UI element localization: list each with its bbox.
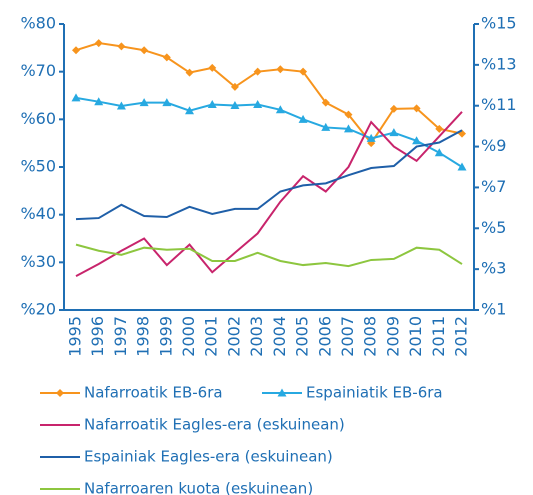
y-tick-label: %60 — [20, 109, 56, 128]
series-line — [75, 111, 463, 277]
marker — [321, 98, 330, 107]
x-tick-label: 1999 — [156, 316, 175, 357]
marker — [230, 82, 239, 91]
legend-label: Nafarroatik EB-6ra — [84, 384, 223, 402]
x-tick-label: 1998 — [134, 316, 153, 357]
marker — [139, 98, 149, 107]
marker — [366, 133, 376, 142]
x-tick-label: 1996 — [88, 316, 107, 357]
marker — [412, 104, 421, 113]
marker — [230, 101, 240, 110]
marker — [185, 68, 194, 77]
marker — [253, 67, 262, 76]
marker — [94, 97, 104, 106]
y-tick-label: %20 — [20, 300, 56, 319]
marker — [275, 105, 285, 114]
x-tick-label: 2005 — [293, 316, 312, 357]
x-tick-label: 2012 — [452, 316, 471, 357]
marker — [277, 388, 287, 397]
y2-tick-label: %1 — [481, 300, 506, 319]
x-tick-label: 2007 — [338, 316, 357, 357]
x-tick-label: 2006 — [315, 316, 334, 357]
marker — [71, 93, 81, 102]
marker — [207, 100, 217, 109]
marker — [276, 65, 285, 74]
x-tick-label: 2002 — [224, 316, 243, 357]
y-tick-label: %40 — [20, 204, 56, 223]
y-tick-label: %50 — [20, 157, 56, 176]
marker — [116, 101, 126, 110]
series-line — [75, 129, 463, 221]
y-tick-label: %80 — [20, 14, 56, 33]
marker — [162, 98, 172, 107]
marker — [389, 128, 399, 137]
y2-tick-label: %13 — [481, 54, 517, 73]
legend-label: Nafarroaren kuota (eskuinean) — [84, 480, 313, 495]
legend-label: Nafarroatik Eagles-era (eskuinean) — [84, 416, 345, 434]
y2-tick-label: %15 — [481, 14, 517, 33]
marker — [343, 124, 353, 133]
marker — [253, 100, 263, 109]
marker — [56, 389, 64, 397]
marker — [94, 39, 103, 48]
series-line — [75, 96, 463, 168]
marker — [344, 110, 353, 119]
marker — [140, 46, 149, 55]
x-tick-label: 2008 — [361, 316, 380, 357]
y2-tick-label: %3 — [481, 259, 506, 278]
marker — [435, 124, 444, 133]
legend-label: Espainiatik EB-6ra — [306, 384, 443, 402]
marker — [412, 136, 422, 145]
marker — [185, 106, 195, 115]
marker — [299, 67, 308, 76]
x-tick-label: 2000 — [179, 316, 198, 357]
series-line — [75, 42, 463, 145]
marker — [208, 63, 217, 72]
marker — [434, 148, 444, 157]
marker — [457, 162, 467, 171]
y2-tick-label: %9 — [481, 136, 506, 155]
x-tick-label: 2003 — [247, 316, 266, 357]
marker — [298, 114, 308, 123]
y2-tick-label: %5 — [481, 218, 506, 237]
marker — [162, 53, 171, 62]
y-tick-label: %70 — [20, 61, 56, 80]
x-tick-label: 2001 — [202, 316, 221, 357]
marker — [117, 42, 126, 51]
x-tick-label: 2010 — [406, 316, 425, 357]
legend-label: Espainiak Eagles-era (eskuinean) — [84, 448, 333, 466]
x-tick-label: 1995 — [66, 316, 85, 357]
x-tick-label: 1997 — [111, 316, 130, 357]
marker — [72, 46, 80, 55]
x-tick-label: 2004 — [270, 316, 289, 357]
y2-tick-label: %11 — [481, 95, 517, 114]
marker — [321, 122, 331, 131]
x-tick-label: 2009 — [383, 316, 402, 357]
x-tick-label: 2011 — [429, 316, 448, 357]
y-tick-label: %30 — [20, 252, 56, 271]
series-line — [75, 243, 463, 268]
y2-tick-label: %7 — [481, 177, 506, 196]
marker — [389, 104, 398, 113]
